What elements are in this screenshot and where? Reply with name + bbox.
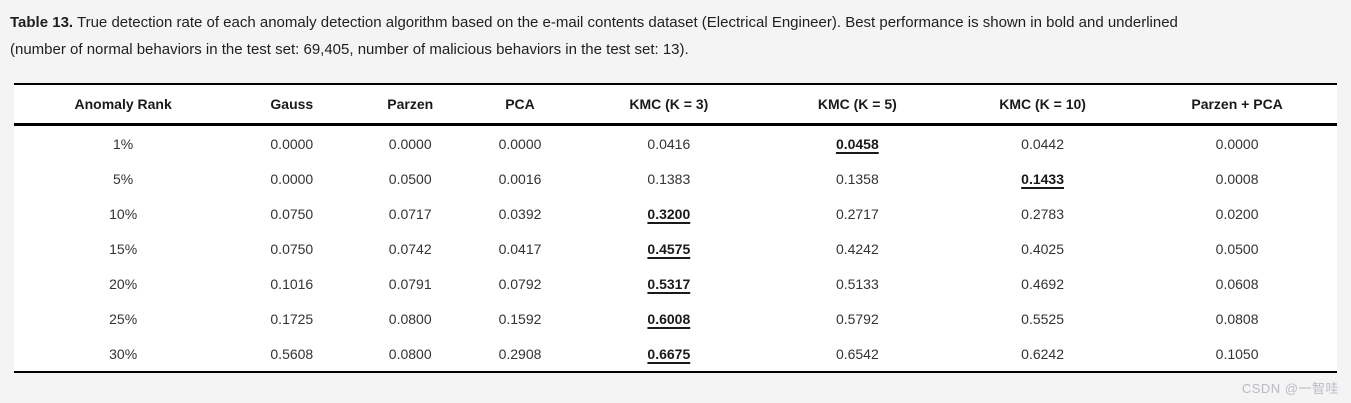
table-body: 1% 0.0000 0.0000 0.0000 0.0416 0.0458 0.0442 0.… bbox=[14, 125, 1337, 373]
best-value: 0.0458 bbox=[835, 135, 879, 152]
value-cell: 0.0392 bbox=[498, 205, 542, 222]
value-cell: 0.1358 bbox=[835, 170, 879, 187]
value-cell: 0.0717 bbox=[388, 205, 432, 222]
column-header-parzen: Parzen bbox=[351, 84, 470, 126]
value-cell: 0.0016 bbox=[498, 170, 542, 187]
value-cell: 0.0000 bbox=[270, 170, 314, 187]
value-cell: 0.4242 bbox=[835, 240, 879, 257]
table-row: 30% 0.5608 0.0800 0.2908 0.6675 0.6542 0.6242 0… bbox=[14, 336, 1337, 372]
value-cell: 0.0008 bbox=[1215, 170, 1259, 187]
value-cell: 0.0416 bbox=[647, 135, 691, 152]
csdn-watermark: CSDN @一智哇 bbox=[1241, 381, 1339, 396]
value-cell: 0.5608 bbox=[270, 345, 314, 362]
table-header-row: Anomaly Rank Gauss Parzen PCA KMC (K = 3… bbox=[14, 84, 1337, 126]
value-cell: 0.5317 bbox=[571, 266, 767, 301]
value-cell: 0.3200 bbox=[571, 196, 767, 231]
value-cell: 0.2908 bbox=[498, 345, 542, 362]
value-cell: 0.0000 bbox=[1215, 135, 1259, 152]
table-caption: Table 13. True detection rate of each an… bbox=[0, 0, 1351, 63]
value-cell: 0.0792 bbox=[498, 275, 542, 292]
table-row: 25% 0.1725 0.0800 0.1592 0.6008 0.5792 0.5525 0… bbox=[14, 301, 1337, 336]
column-header-kmc-k10: KMC (K = 10) bbox=[947, 84, 1138, 126]
column-header-parzen-pca: Parzen + PCA bbox=[1137, 84, 1337, 126]
caption-table-number: Table 13. bbox=[10, 14, 74, 31]
value-cell: 0.1050 bbox=[1215, 345, 1259, 362]
best-value: 0.4575 bbox=[647, 240, 691, 257]
best-value: 0.6008 bbox=[647, 310, 691, 327]
value-cell: 0.0791 bbox=[388, 275, 432, 292]
value-cell: 0.0500 bbox=[1215, 240, 1259, 257]
column-header-pca: PCA bbox=[469, 84, 571, 126]
table-row: 5% 0.0000 0.0500 0.0016 0.1383 0.1358 0.1433 0.… bbox=[14, 161, 1337, 196]
value-cell: 0.0750 bbox=[270, 205, 314, 222]
anomaly-rank-cell: 10% bbox=[109, 205, 138, 222]
value-cell: 0.0458 bbox=[767, 125, 948, 162]
value-cell: 0.5792 bbox=[835, 310, 879, 327]
value-cell: 0.5525 bbox=[1021, 310, 1064, 327]
column-header-kmc-k3: KMC (K = 3) bbox=[570, 84, 767, 126]
caption-line-1: Table 13. True detection rate of each an… bbox=[10, 9, 1339, 36]
value-cell: 0.1592 bbox=[498, 310, 542, 327]
value-cell: 0.0000 bbox=[270, 135, 314, 152]
value-cell: 0.0000 bbox=[388, 135, 432, 152]
value-cell: 0.1725 bbox=[270, 310, 314, 327]
column-header-kmc-k5: KMC (K = 5) bbox=[766, 84, 948, 126]
value-cell: 0.1016 bbox=[270, 275, 314, 292]
value-cell: 0.6008 bbox=[571, 301, 767, 336]
value-cell: 0.5133 bbox=[835, 275, 879, 292]
value-cell: 0.0000 bbox=[498, 135, 542, 152]
anomaly-rank-cell: 15% bbox=[109, 240, 138, 257]
value-cell: 0.2717 bbox=[835, 205, 879, 222]
anomaly-rank-cell: 30% bbox=[109, 345, 138, 362]
value-cell: 0.0200 bbox=[1215, 205, 1259, 222]
value-cell: 0.0800 bbox=[388, 345, 432, 362]
value-cell: 0.1433 bbox=[948, 161, 1137, 196]
detection-rate-table: Anomaly Rank Gauss Parzen PCA KMC (K = 3… bbox=[14, 83, 1337, 373]
caption-line-1-text: True detection rate of each anomaly dete… bbox=[73, 14, 1178, 31]
value-cell: 0.4025 bbox=[1021, 240, 1064, 257]
table-row: 15% 0.0750 0.0742 0.0417 0.4575 0.4242 0.4025 0… bbox=[14, 231, 1337, 266]
anomaly-rank-cell: 1% bbox=[113, 135, 134, 152]
column-header-anomaly-rank: Anomaly Rank bbox=[14, 84, 233, 126]
table-row: 20% 0.1016 0.0791 0.0792 0.5317 0.5133 0.4692 0… bbox=[14, 266, 1337, 301]
best-value: 0.5317 bbox=[647, 275, 691, 292]
value-cell: 0.6675 bbox=[571, 336, 767, 372]
anomaly-rank-cell: 20% bbox=[109, 275, 138, 292]
best-value: 0.3200 bbox=[647, 205, 691, 222]
value-cell: 0.4692 bbox=[1021, 275, 1064, 292]
table-row: 1% 0.0000 0.0000 0.0000 0.0416 0.0458 0.0442 0.… bbox=[14, 125, 1337, 162]
value-cell: 0.0608 bbox=[1215, 275, 1259, 292]
best-value: 0.6675 bbox=[647, 345, 691, 362]
value-cell: 0.0442 bbox=[1021, 135, 1064, 152]
table-row: 10% 0.0750 0.0717 0.0392 0.3200 0.2717 0.2783 0… bbox=[14, 196, 1337, 231]
value-cell: 0.0500 bbox=[388, 170, 432, 187]
value-cell: 0.2783 bbox=[1021, 205, 1064, 222]
value-cell: 0.6242 bbox=[1021, 345, 1064, 362]
value-cell: 0.4575 bbox=[571, 231, 767, 266]
value-cell: 0.0750 bbox=[270, 240, 314, 257]
best-value: 0.1433 bbox=[1021, 170, 1064, 187]
anomaly-rank-cell: 5% bbox=[113, 170, 134, 187]
value-cell: 0.0742 bbox=[388, 240, 432, 257]
column-header-gauss: Gauss bbox=[232, 84, 352, 126]
value-cell: 0.0417 bbox=[498, 240, 542, 257]
value-cell: 0.0808 bbox=[1215, 310, 1259, 327]
value-cell: 0.1383 bbox=[647, 170, 691, 187]
anomaly-rank-cell: 25% bbox=[109, 310, 138, 327]
value-cell: 0.6542 bbox=[835, 345, 879, 362]
value-cell: 0.0800 bbox=[388, 310, 432, 327]
caption-line-2: (number of normal behaviors in the test … bbox=[10, 41, 689, 58]
